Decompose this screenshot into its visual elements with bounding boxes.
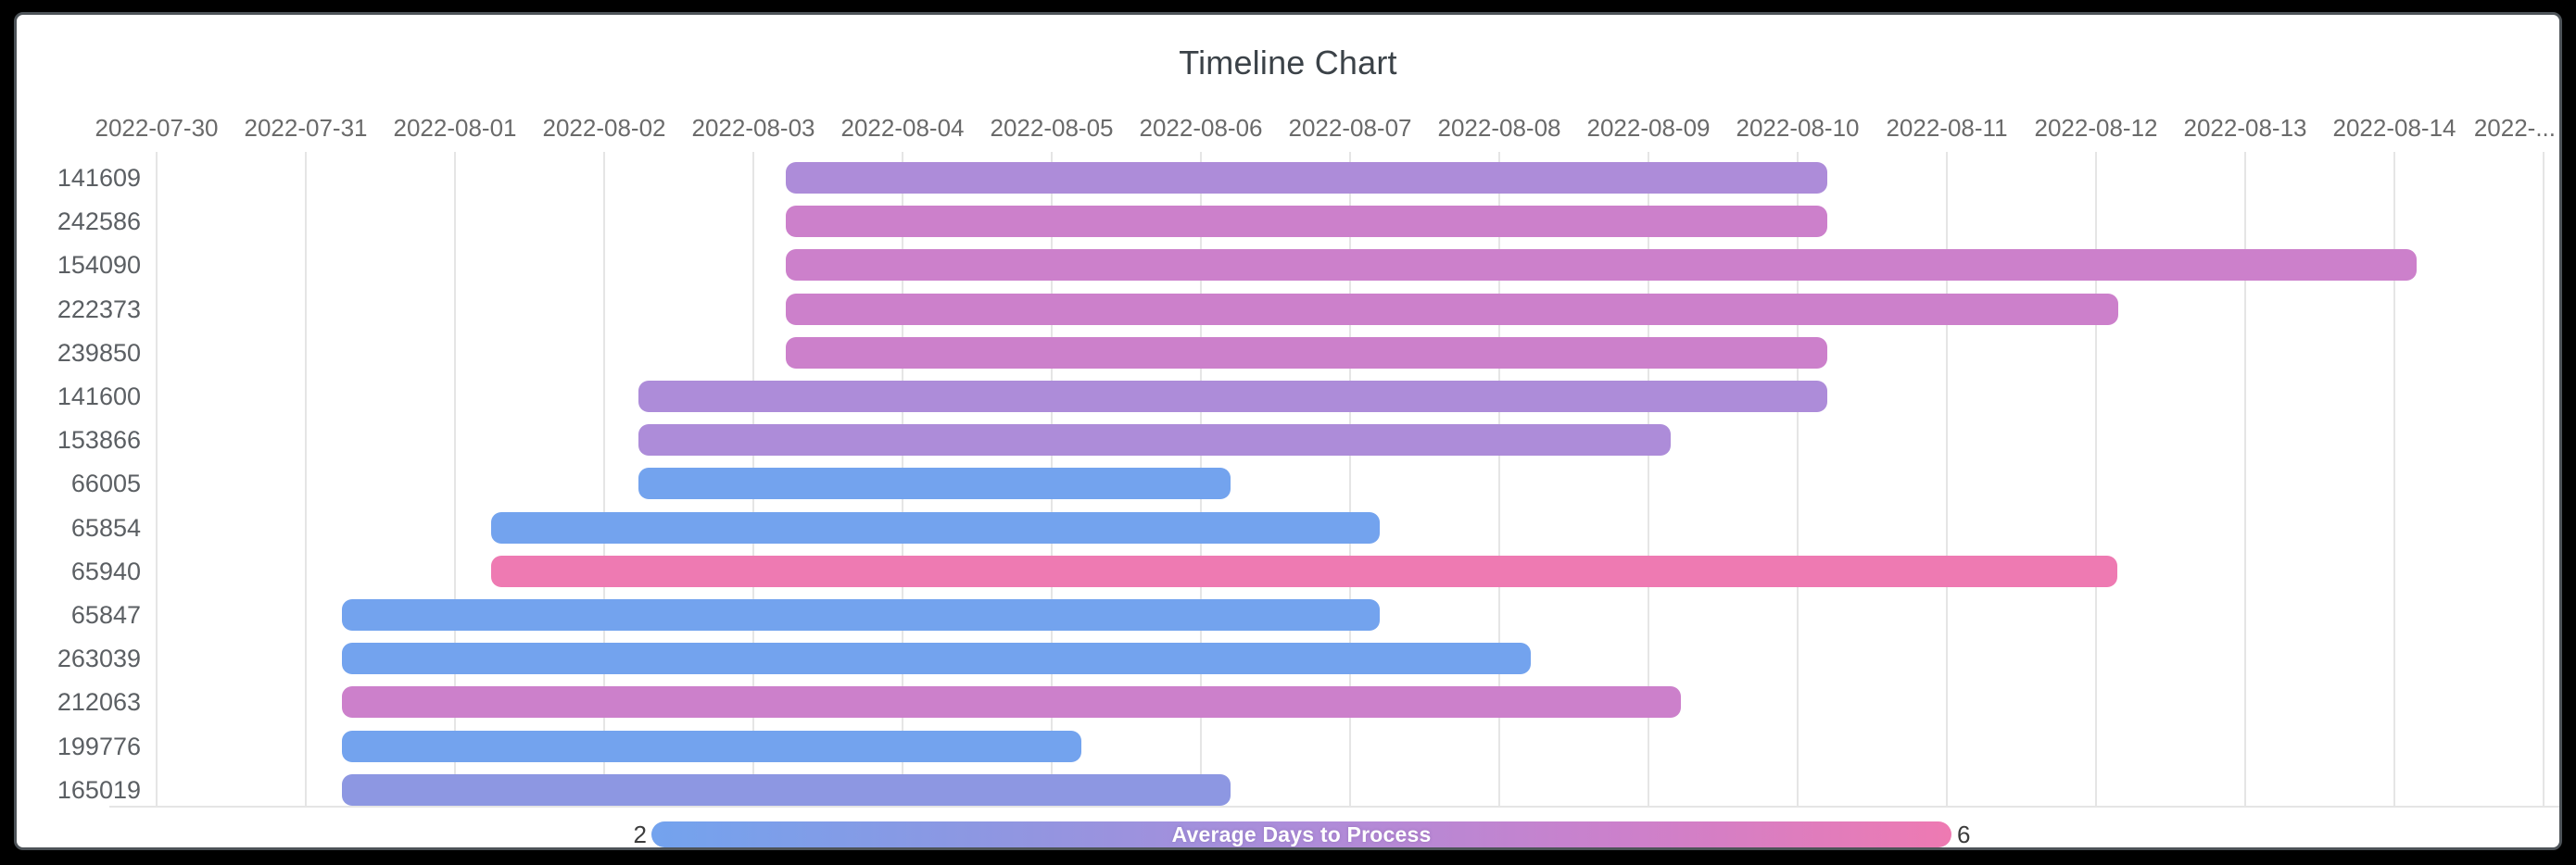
x-tick-label: 2022-08-01 [393,114,517,142]
gridline-vertical [156,152,158,806]
gridline-vertical [1498,152,1500,806]
x-tick-label: 2022-... [2473,114,2556,142]
timeline-bar[interactable] [341,773,1231,806]
x-tick-label: 2022-08-10 [1736,114,1860,142]
x-tick-label: 2022-07-30 [95,114,219,142]
y-tick-label: 242586 [57,207,141,236]
y-tick-label: 212063 [57,688,141,717]
x-tick-label: 2022-07-31 [244,114,368,142]
timeline-bar[interactable] [638,381,1828,412]
gridline-vertical [305,152,307,806]
y-tick-label: 66005 [70,470,141,498]
gridline-vertical [2095,152,2097,806]
timeline-bar[interactable] [341,686,1682,719]
timeline-bar[interactable] [786,162,1828,194]
y-tick-label: 239850 [57,338,141,367]
y-tick-label: 141600 [57,382,141,410]
legend-title: Average Days to Process [1171,821,1432,846]
legend-min-value: 2 [633,821,647,848]
x-tick-label: 2022-08-14 [2332,114,2456,142]
colorbar-legend: 2 Average Days to Process 6 [17,819,2559,848]
timeline-bar[interactable] [341,730,1082,762]
gridline-vertical [454,152,456,806]
gridline-vertical [1797,152,1799,806]
timeline-bar[interactable] [786,249,2418,282]
x-tick-label: 2022-08-12 [2034,114,2158,142]
y-tick-label: 65854 [70,513,141,542]
y-tick-label: 263039 [57,645,141,673]
x-tick-label: 2022-08-03 [691,114,815,142]
timeline-bar[interactable] [341,643,1531,675]
gridline-vertical [2393,152,2395,806]
x-tick-label: 2022-08-06 [1139,114,1263,142]
x-tick-label: 2022-08-02 [542,114,666,142]
x-tick-label: 2022-08-07 [1288,114,1412,142]
x-tick-label: 2022-08-09 [1586,114,1711,142]
gridline-vertical [603,152,605,806]
timeline-bar[interactable] [638,468,1231,500]
x-tick-label: 2022-08-08 [1437,114,1561,142]
y-tick-label: 222373 [57,295,141,323]
colorbar-gradient[interactable]: Average Days to Process [651,821,1951,847]
y-tick-label: 153866 [57,426,141,455]
timeline-bar[interactable] [490,555,2117,587]
chart-title: Timeline Chart [1179,44,1397,81]
y-tick-label: 141609 [57,164,141,192]
gridline-vertical [1349,152,1351,806]
y-tick-label: 65847 [70,601,141,629]
gridline-vertical [2244,152,2246,806]
legend-max-value: 6 [1957,821,1971,848]
x-tick-label: 2022-08-13 [2183,114,2307,142]
x-tick-label: 2022-08-05 [990,114,1114,142]
y-tick-label: 199776 [57,732,141,760]
y-tick-label: 154090 [57,251,141,280]
x-axis-baseline [109,806,2559,808]
y-tick-label: 165019 [57,775,141,804]
y-tick-label: 65940 [70,557,141,585]
timeline-bar[interactable] [786,336,1828,369]
timeline-bar[interactable] [786,293,2119,325]
timeline-chart-card: Timeline Chart 2022-07-30 2022-07-31 2022-… [14,12,2562,850]
gridline-vertical [1946,152,1948,806]
x-tick-label: 2022-08-04 [840,114,965,142]
x-tick-label: 2022-08-11 [1886,114,2008,142]
timeline-bar[interactable] [341,599,1381,631]
timeline-bar[interactable] [490,511,1381,544]
timeline-bar[interactable] [786,206,1828,238]
gridline-vertical [1648,152,1649,806]
timeline-bar[interactable] [638,424,1672,457]
gridline-vertical [2543,152,2544,806]
